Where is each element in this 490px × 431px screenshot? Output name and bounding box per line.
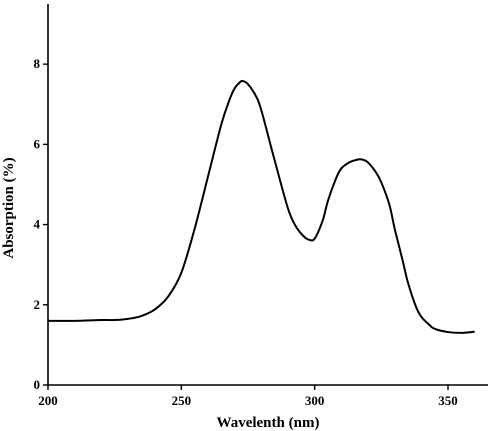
series-layer <box>47 79 475 334</box>
y-tick-label: 8 <box>34 56 41 71</box>
axes <box>47 4 488 386</box>
y-axis-title: Absorption (%) <box>1 157 17 258</box>
y-tick-label: 0 <box>34 377 41 392</box>
x-axis-title: Wavelenth (nm) <box>217 415 320 431</box>
y-ticks: 0 2 4 6 8 <box>34 56 48 392</box>
x-tick-label: 300 <box>305 393 325 408</box>
absorption-series-line <box>47 79 475 334</box>
y-tick-label: 2 <box>34 297 41 312</box>
y-tick-label: 6 <box>34 136 41 151</box>
x-tick-label: 200 <box>38 393 58 408</box>
y-tick-label: 4 <box>34 217 41 232</box>
x-tick-label: 250 <box>172 393 192 408</box>
x-tick-label: 350 <box>438 393 458 408</box>
x-ticks: 200 250 300 350 <box>38 385 458 408</box>
